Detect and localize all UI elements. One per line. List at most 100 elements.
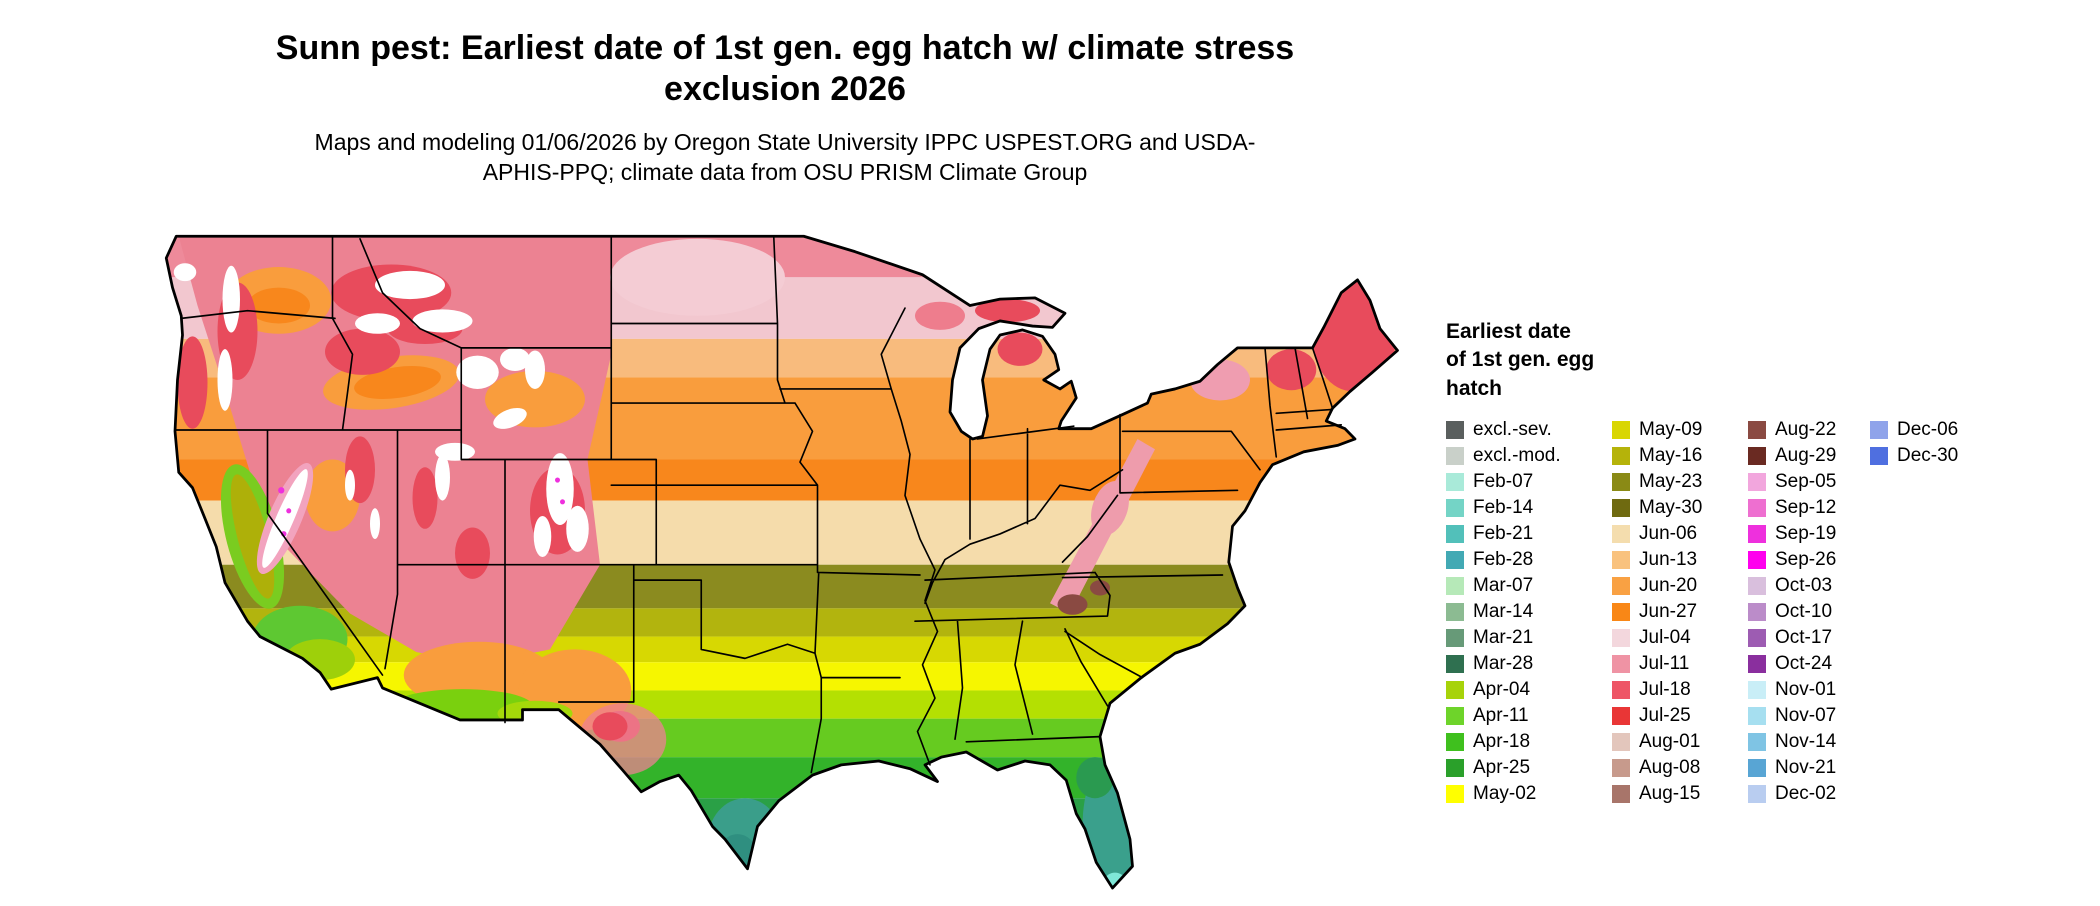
map-state-borders [174,235,1343,774]
legend-swatch [1748,759,1766,778]
legend-row: Feb-21 [1446,521,1612,547]
legend-swatch [1612,473,1630,492]
legend-row: Jun-20 [1612,573,1748,599]
legend-title-line: Earliest date [1446,320,1571,343]
legend-label: Mar-21 [1473,627,1534,649]
legend-row: Oct-24 [1748,651,1870,677]
legend-columns: excl.-sev. excl.-mod. Feb-07 Feb-14 Feb-21 Fe… [1446,417,1988,807]
legend-swatch [1870,421,1888,440]
legend-swatch [1446,681,1464,700]
legend-swatch [1748,733,1766,752]
legend-row: Nov-14 [1748,729,1870,755]
legend-swatch [1446,603,1464,622]
legend-label: Jul-11 [1639,653,1690,675]
legend-row: excl.-mod. [1446,443,1612,469]
legend-label: Oct-03 [1775,575,1833,597]
legend-row: Dec-02 [1748,781,1870,807]
legend-label: May-30 [1639,497,1703,519]
legend-swatch [1748,421,1766,440]
legend-row: Feb-14 [1446,495,1612,521]
figure-header: Sunn pest: Earliest date of 1st gen. egg… [0,28,1570,188]
legend-label: Sep-26 [1775,549,1837,571]
legend-swatch [1748,707,1766,726]
legend-swatch [1612,785,1630,804]
page-title: Sunn pest: Earliest date of 1st gen. egg… [275,29,1295,109]
map-legend: Earliest date of 1st gen. egg hatch excl… [1446,318,1988,807]
legend-column: Aug-22 Aug-29 Sep-05 Sep-12 Sep-19 Sep-26 Oct-… [1748,417,1870,807]
legend-swatch [1612,499,1630,518]
legend-row: Oct-03 [1748,573,1870,599]
legend-row: Sep-26 [1748,547,1870,573]
legend-row: Dec-06 [1870,417,1988,443]
legend-label: Feb-28 [1473,549,1534,571]
legend-label: May-16 [1639,445,1703,467]
legend-row: Dec-30 [1870,443,1988,469]
legend-label: Jul-18 [1639,679,1691,701]
legend-label: Jun-06 [1639,523,1698,545]
legend-row: Aug-15 [1612,781,1748,807]
legend-row: Apr-18 [1446,729,1612,755]
legend-row: May-02 [1446,781,1612,807]
legend-swatch [1612,759,1630,778]
legend-swatch [1748,577,1766,596]
legend-swatch [1612,681,1630,700]
legend-title-line: hatch [1446,376,1503,400]
legend-swatch [1612,707,1630,726]
legend-row: excl.-sev. [1446,417,1612,443]
legend-label: Nov-21 [1775,757,1837,779]
legend-label: Feb-14 [1473,497,1534,519]
legend-swatch [1748,603,1766,622]
legend-swatch [1446,499,1464,518]
legend-row: Nov-21 [1748,755,1870,781]
legend-label: May-23 [1639,471,1703,493]
legend-label: May-09 [1639,419,1703,441]
legend-swatch [1446,577,1464,596]
legend-row: Feb-07 [1446,469,1612,495]
legend-swatch [1612,421,1630,440]
legend-swatch [1748,473,1766,492]
legend-label: Apr-04 [1473,679,1531,701]
legend-label: excl.-mod. [1473,445,1561,467]
legend-swatch [1748,785,1766,804]
legend-label: Jun-20 [1639,575,1698,597]
legend-swatch [1748,525,1766,544]
legend-row: Sep-19 [1748,521,1870,547]
legend-label: Feb-07 [1473,471,1534,493]
legend-swatch [1748,681,1766,700]
legend-swatch [1748,499,1766,518]
legend-swatch [1870,447,1888,466]
legend-label: Oct-24 [1775,653,1833,675]
legend-row: Sep-12 [1748,495,1870,521]
legend-row: Apr-11 [1446,703,1612,729]
legend-label: Dec-06 [1897,419,1959,441]
legend-label: Sep-05 [1775,471,1837,493]
legend-row: Oct-17 [1748,625,1870,651]
legend-label: Feb-21 [1473,523,1534,545]
map-west-overlays [173,236,785,776]
legend-swatch [1612,655,1630,674]
legend-label: Mar-28 [1473,653,1534,675]
legend-label: May-02 [1473,783,1537,805]
legend-swatch [1446,421,1464,440]
legend-row: Apr-04 [1446,677,1612,703]
legend-row: May-09 [1612,417,1748,443]
legend-swatch [1612,525,1630,544]
us-map-svg [164,234,1399,890]
legend-swatch [1612,603,1630,622]
legend-row: Apr-25 [1446,755,1612,781]
legend-row: Jun-27 [1612,599,1748,625]
legend-swatch [1446,447,1464,466]
legend-row: Feb-28 [1446,547,1612,573]
legend-label: Jul-25 [1639,705,1691,727]
legend-column: May-09 May-16 May-23 May-30 Jun-06 Jun-13 Jun-… [1612,417,1748,807]
legend-swatch [1446,785,1464,804]
legend-row: Mar-21 [1446,625,1612,651]
us-map [160,226,1410,906]
legend-swatch [1446,655,1464,674]
legend-swatch [1612,733,1630,752]
legend-title-line: of 1st gen. egg [1446,348,1595,372]
legend-label: Jul-04 [1639,627,1691,649]
legend-label: Nov-01 [1775,679,1837,701]
legend-label: Aug-29 [1775,445,1837,467]
legend-label: Dec-02 [1775,783,1837,805]
